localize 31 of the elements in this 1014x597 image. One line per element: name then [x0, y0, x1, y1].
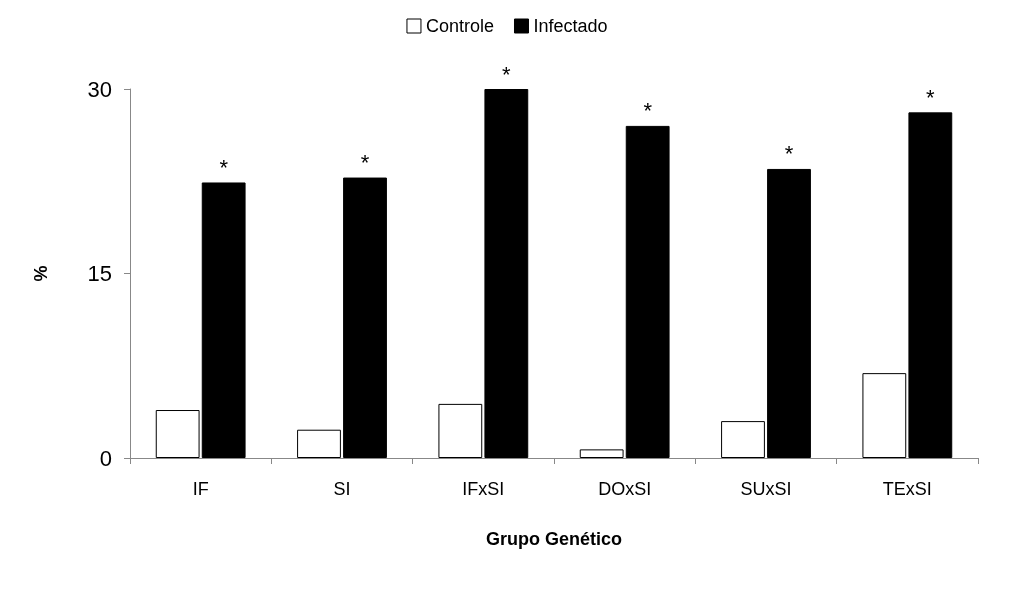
bar [438, 403, 483, 458]
y-tick-label: 15 [87, 261, 112, 286]
bar [625, 125, 670, 458]
legend-label: Infectado [533, 16, 608, 36]
bar [155, 410, 200, 458]
x-tick-label: DOxSI [598, 479, 652, 499]
y-tick-label: 30 [87, 76, 112, 102]
annotation: * [926, 84, 936, 110]
bar [721, 421, 765, 458]
bar [297, 429, 341, 458]
x-tick-label: IFxSI [462, 479, 505, 499]
bar [579, 449, 624, 458]
x-tick-label: IF [192, 479, 209, 499]
annotation: * [219, 154, 229, 180]
y-axis-title: % [31, 265, 51, 282]
y-tick-label: 0 [99, 445, 112, 471]
annotation: * [784, 141, 794, 167]
annotation: * [502, 61, 512, 87]
annotation: * [360, 150, 370, 176]
annotation: * [643, 98, 653, 124]
bar [908, 112, 953, 458]
bar [767, 168, 811, 458]
legend-label: Controle [425, 16, 494, 36]
bar [201, 182, 246, 458]
x-tick-label: SUxSI [740, 479, 792, 499]
bar [484, 89, 529, 458]
bar [862, 373, 907, 458]
x-tick-label: SI [333, 479, 351, 499]
bar [343, 177, 387, 458]
x-axis-title: Grupo Genético [485, 529, 623, 549]
x-tick-label: TExSI [882, 479, 932, 499]
